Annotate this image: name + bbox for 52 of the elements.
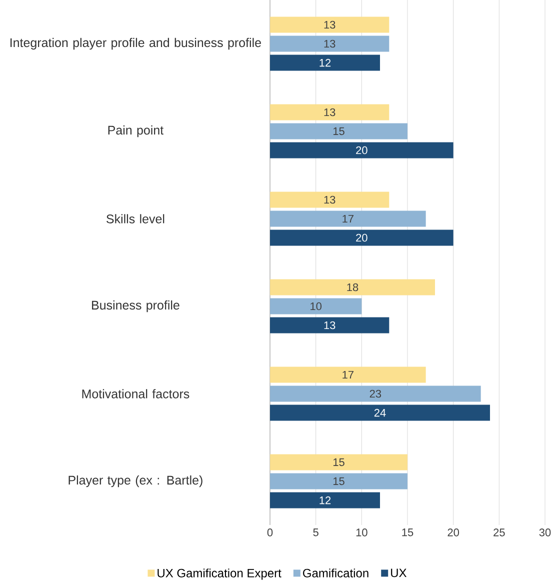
bar bbox=[270, 404, 490, 421]
data-label: 20 bbox=[356, 234, 368, 242]
y-tick-label: Pain point bbox=[108, 125, 164, 138]
legend-label: UX bbox=[391, 568, 407, 578]
data-label: 17 bbox=[342, 214, 354, 223]
data-label: 13 bbox=[324, 108, 336, 116]
bar bbox=[270, 386, 481, 402]
bar bbox=[270, 104, 390, 120]
bar bbox=[270, 454, 408, 470]
data-label: 17 bbox=[342, 370, 354, 379]
bar bbox=[270, 142, 454, 158]
bar bbox=[270, 36, 390, 52]
bar bbox=[270, 230, 454, 246]
legend-label: UX Gamification Expert bbox=[158, 568, 282, 580]
data-label: 13 bbox=[324, 321, 336, 330]
data-label: 12 bbox=[320, 58, 331, 67]
bar bbox=[270, 473, 408, 490]
x-tick-label: 5 bbox=[313, 528, 318, 536]
y-tick-label: Motivational factors bbox=[82, 389, 190, 398]
bar bbox=[270, 317, 390, 334]
data-label: 13 bbox=[324, 196, 336, 204]
y-tick-label: Player type (ex : Bartle) bbox=[68, 475, 202, 488]
data-label: 12 bbox=[320, 496, 331, 504]
y-tick-label: Business profile bbox=[92, 300, 180, 312]
data-label: 13 bbox=[324, 40, 336, 48]
x-tick-label: 0 bbox=[267, 528, 273, 536]
data-label: 24 bbox=[374, 408, 386, 417]
data-label: 18 bbox=[347, 283, 358, 292]
data-label: 13 bbox=[324, 20, 336, 29]
data-label: 15 bbox=[333, 458, 344, 466]
data-label: 23 bbox=[370, 390, 382, 398]
data-label: 15 bbox=[333, 127, 344, 136]
bar bbox=[270, 298, 362, 314]
x-tick-label: 10 bbox=[356, 528, 368, 536]
bar bbox=[270, 54, 380, 71]
y-tick-label: Skills level bbox=[106, 214, 164, 224]
bar bbox=[270, 492, 380, 508]
bar bbox=[270, 279, 435, 296]
bar bbox=[270, 123, 408, 140]
bar bbox=[270, 192, 390, 208]
x-tick-label: 25 bbox=[494, 528, 505, 536]
bar bbox=[270, 366, 426, 383]
data-label: 10 bbox=[310, 302, 322, 310]
data-label: 20 bbox=[356, 146, 368, 154]
x-tick-label: 30 bbox=[539, 528, 551, 536]
bar bbox=[270, 210, 426, 227]
legend-label: Gamification bbox=[303, 568, 368, 578]
data-label: 15 bbox=[333, 477, 344, 486]
y-tick-label: Integration player profile and business profile bbox=[10, 38, 261, 50]
x-tick-label: 20 bbox=[448, 528, 459, 536]
bar bbox=[270, 16, 390, 33]
x-tick-label: 15 bbox=[402, 528, 414, 536]
